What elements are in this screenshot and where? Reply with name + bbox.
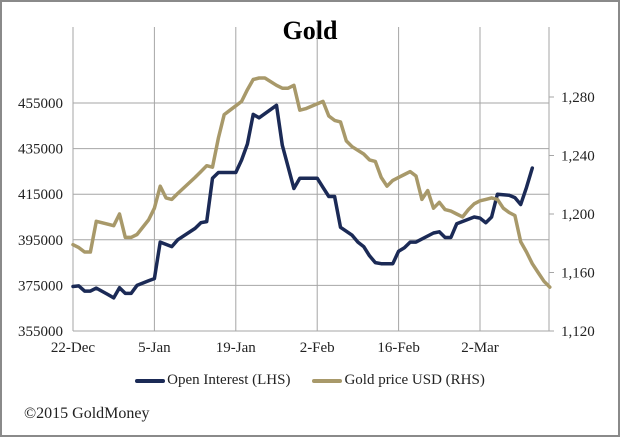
y-left-tick-label: 435000 bbox=[18, 142, 63, 158]
legend: Open Interest (LHS) Gold price USD (RHS) bbox=[2, 372, 618, 389]
x-tick-label: 16-Feb bbox=[377, 340, 420, 356]
data-lines bbox=[71, 76, 552, 300]
x-tick-label: 22-Dec bbox=[51, 340, 95, 356]
legend-swatch-open-interest bbox=[135, 378, 166, 383]
axes: 355000 375000 395000 415000 435000 455000 22-D… bbox=[18, 27, 595, 356]
chart-title: Gold bbox=[282, 16, 338, 45]
y-left-tick-label: 395000 bbox=[18, 233, 63, 249]
legend-item-open-interest: Open Interest (LHS) bbox=[135, 372, 290, 389]
x-tick-label: 5-Jan bbox=[138, 340, 171, 356]
open-interest-line bbox=[71, 103, 535, 300]
y-right-tick-label: 1,160 bbox=[561, 266, 595, 282]
legend-swatch-gold-price bbox=[312, 378, 343, 383]
y-left-tick-label: 355000 bbox=[18, 324, 63, 340]
y-right-tick-label: 1,200 bbox=[561, 207, 595, 223]
gold-price-line bbox=[71, 76, 552, 289]
x-tick-label: 2-Feb bbox=[300, 340, 335, 356]
x-tick-label: 2-Mar bbox=[461, 340, 499, 356]
legend-item-gold-price: Gold price USD (RHS) bbox=[312, 372, 485, 389]
y-right-tick-label: 1,240 bbox=[561, 149, 595, 165]
copyright-footer: ©2015 GoldMoney bbox=[24, 405, 150, 422]
y-right-tick-label: 1,120 bbox=[561, 324, 595, 340]
x-tick-label: 19-Jan bbox=[216, 340, 256, 356]
y-right-tick-label: 1,280 bbox=[561, 90, 595, 106]
y-left-tick-label: 375000 bbox=[18, 278, 63, 294]
legend-label-open-interest: Open Interest (LHS) bbox=[167, 372, 291, 388]
y-left-tick-label: 415000 bbox=[18, 187, 63, 203]
y-left-tick-label: 455000 bbox=[18, 96, 63, 112]
legend-label-gold-price: Gold price USD (RHS) bbox=[344, 372, 485, 388]
